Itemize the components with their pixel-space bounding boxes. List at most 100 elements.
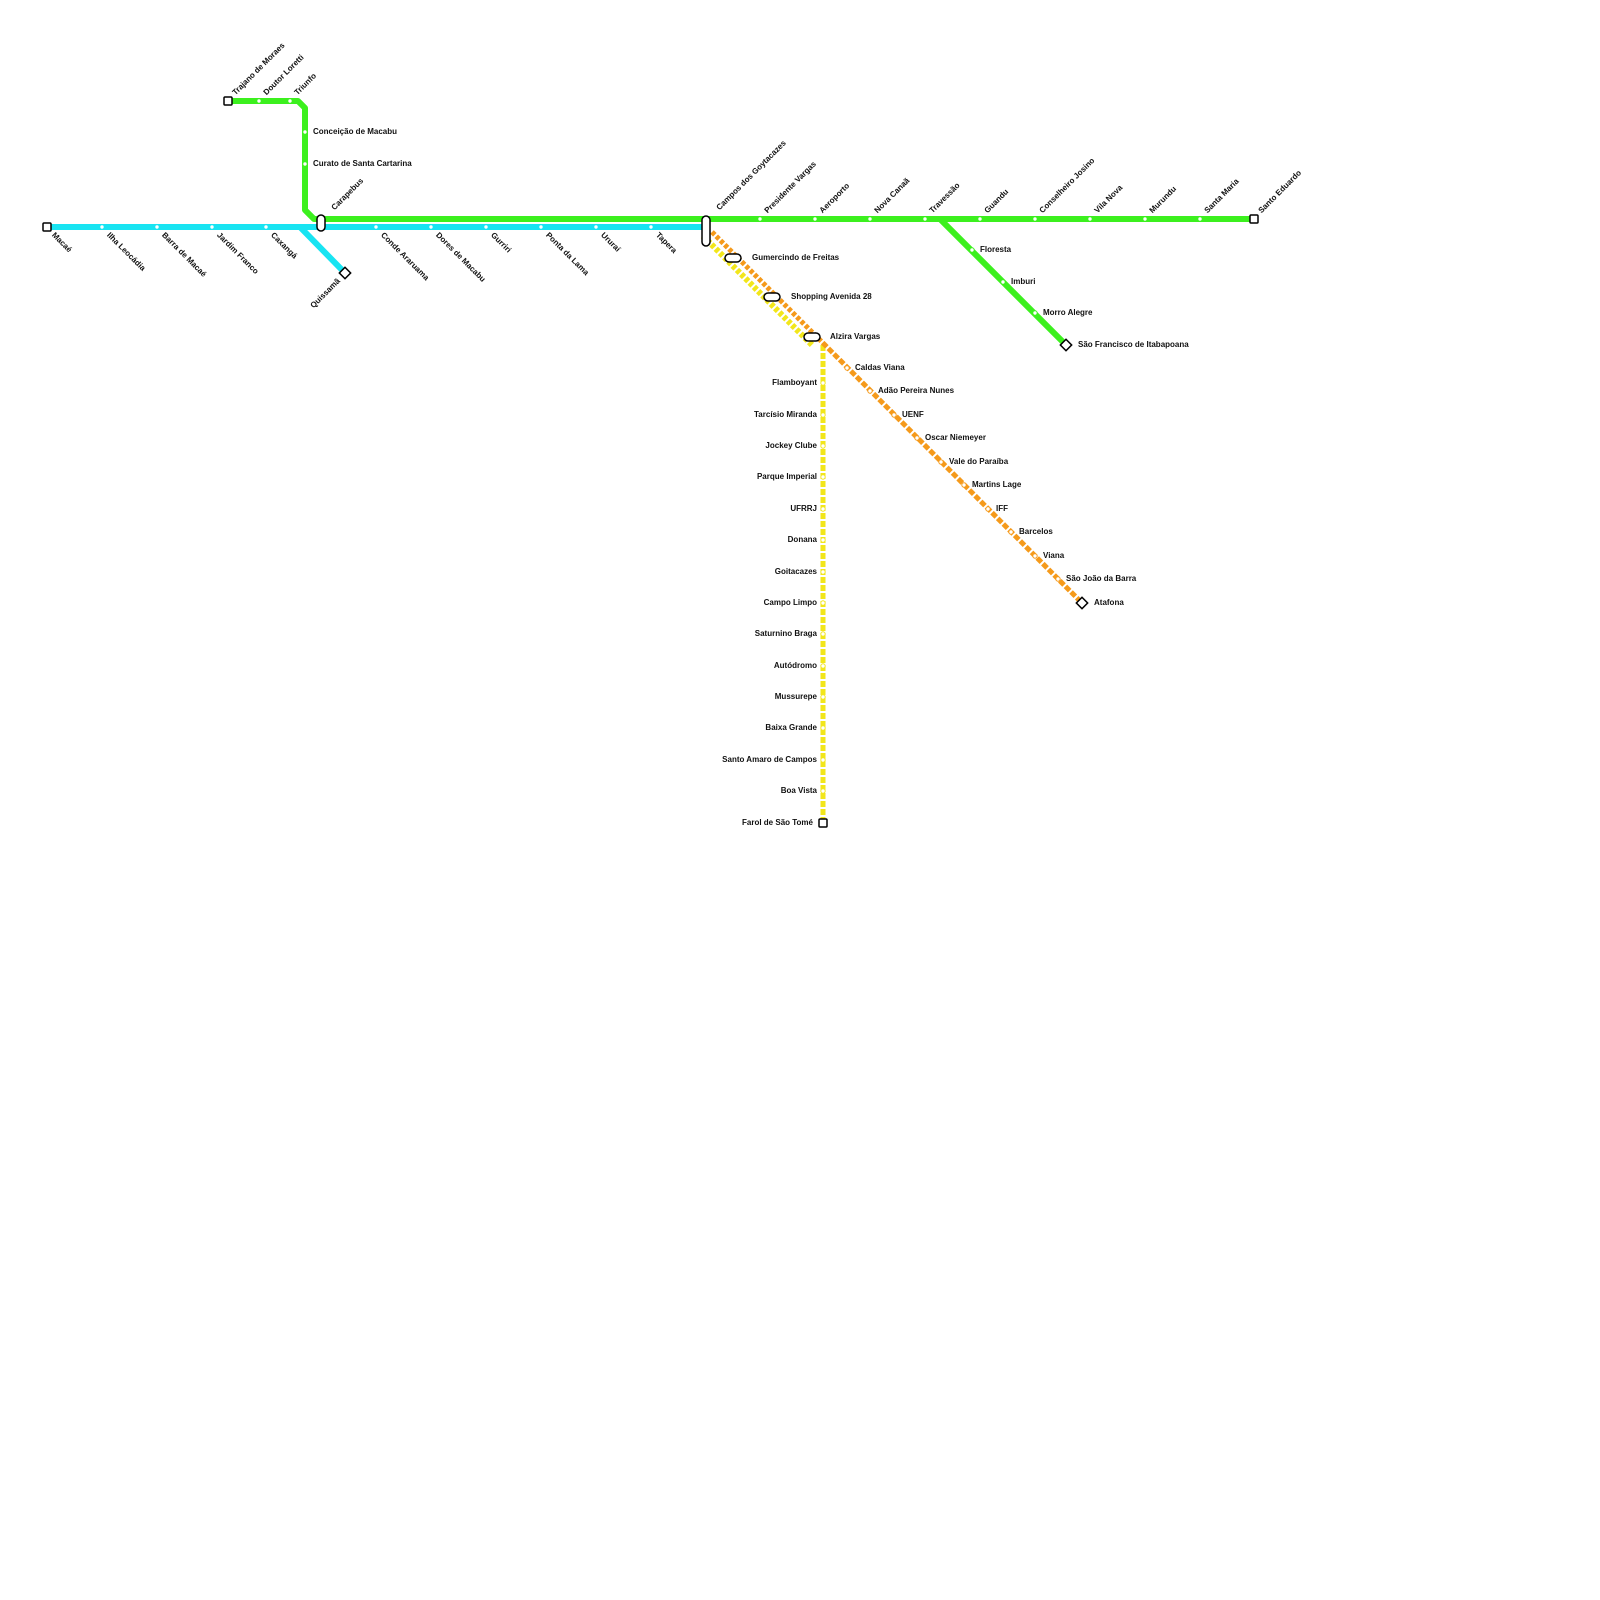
station [820, 788, 826, 794]
station-label: Barra de Macaé [160, 231, 209, 280]
station-label: Santa Maria [1203, 176, 1242, 215]
station-label: Shopping Avenida 28 [791, 292, 872, 301]
terminal [338, 266, 352, 280]
station [1032, 216, 1038, 222]
station [820, 694, 826, 700]
station [302, 129, 308, 135]
station [1197, 216, 1203, 222]
station [1032, 310, 1038, 316]
station [99, 224, 105, 230]
station [593, 224, 599, 230]
terminal [1249, 214, 1259, 224]
station-label: IFF [996, 504, 1008, 513]
station [256, 98, 262, 104]
station [373, 224, 379, 230]
station [985, 506, 991, 512]
station-label: Adão Pereira Nunes [878, 386, 955, 395]
station-label: Macaé [50, 231, 74, 255]
station [820, 443, 826, 449]
station-label: São João da Barra [1066, 574, 1137, 583]
station-label: Viana [1043, 551, 1065, 560]
station-label: Conde Araruama [379, 231, 431, 283]
station [938, 459, 944, 465]
cyan-branch [297, 224, 348, 276]
station [820, 631, 826, 637]
terminal [223, 96, 233, 106]
interchange [701, 215, 711, 247]
station-label: Quissamã [308, 276, 342, 310]
station [209, 224, 215, 230]
station-label: Travessão [928, 181, 962, 215]
station-label: Flamboyant [772, 378, 817, 387]
station [820, 412, 826, 418]
station-label: Curato de Santa Cartarina [313, 159, 412, 168]
station-label: Guandu [983, 187, 1011, 215]
station [867, 216, 873, 222]
station-label: Floresta [980, 245, 1012, 254]
station-label: Carapebus [330, 176, 366, 212]
station-label: Gurriri [489, 231, 513, 255]
station-label: Goitacazes [775, 567, 818, 576]
station-label: Saturnino Braga [755, 629, 818, 638]
station [428, 224, 434, 230]
station [977, 216, 983, 222]
station-label: Imburi [1011, 277, 1035, 286]
station-label: Oscar Niemeyer [925, 433, 986, 442]
station-label: Ilha Leocádia [105, 231, 148, 274]
station-label: UENF [902, 410, 924, 419]
station-label: Caldas Viana [855, 363, 905, 372]
station-label: Jockey Clube [765, 441, 817, 450]
station [1000, 279, 1006, 285]
station [287, 98, 293, 104]
station-label: Alzira Vargas [830, 332, 881, 341]
station-label: Dores de Macabu [434, 231, 487, 284]
station-label: Ponta da Lama [544, 231, 591, 278]
station [891, 412, 897, 418]
station-label: Aeroporto [818, 181, 852, 215]
station-label: Campo Limpo [764, 598, 817, 607]
station-label: Morro Alegre [1043, 308, 1093, 317]
yellow-line-shared [700, 233, 815, 348]
station-label: Nova Canaã [873, 176, 912, 215]
station [844, 365, 850, 371]
station-label: UFRRJ [790, 504, 817, 513]
station-label: Boa Vista [781, 786, 818, 795]
station-label: Presidente Vargas [763, 159, 819, 215]
lines [47, 98, 1254, 823]
station-label: Caxangá [269, 231, 299, 261]
station-label: Tarcísio Miranda [754, 410, 818, 419]
station-label: Farol de São Tomé [742, 818, 814, 827]
station [969, 247, 975, 253]
station [820, 725, 826, 731]
station-label: Jardim Franco [215, 231, 260, 276]
station-label: Conceição de Macabu [313, 127, 397, 136]
station-label: Donana [788, 535, 818, 544]
station [1008, 529, 1014, 535]
station-label: Conselheiro Josino [1038, 156, 1097, 215]
station-label: Triunfo [293, 71, 319, 97]
station [1032, 553, 1038, 559]
station-label: Vale do Paraíba [949, 457, 1009, 466]
interchange [316, 214, 326, 232]
station-label: Trajano de Moraes [231, 40, 287, 96]
station-label: Vila Nova [1093, 183, 1125, 215]
station [263, 224, 269, 230]
terminal [42, 222, 52, 232]
station [820, 474, 826, 480]
station-label: Ururaí [599, 231, 623, 255]
station [538, 224, 544, 230]
orange-line [815, 335, 1084, 605]
station [922, 216, 928, 222]
station [820, 663, 826, 669]
station [867, 388, 873, 394]
interchange [724, 253, 742, 263]
station [648, 224, 654, 230]
terminal [818, 818, 828, 828]
station [820, 506, 826, 512]
station [820, 757, 826, 763]
station-label: Parque Imperial [757, 472, 817, 481]
station-label: Santo Eduardo [1257, 168, 1304, 215]
station [820, 537, 826, 543]
station [812, 216, 818, 222]
